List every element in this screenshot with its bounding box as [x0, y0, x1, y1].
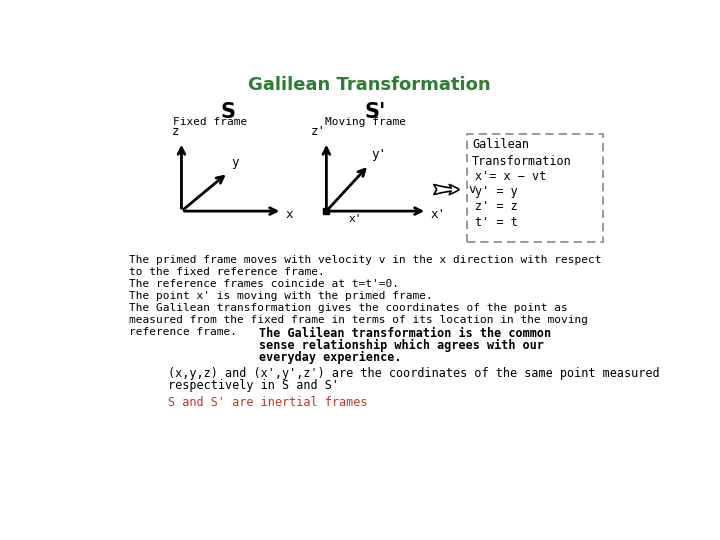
- Bar: [467, 134, 603, 242]
- Text: S: S: [220, 102, 235, 122]
- Text: y': y': [372, 148, 387, 161]
- Text: (x,y,z) and (x',y',z') are the coordinates of the same point measured: (x,y,z) and (x',y',z') are the coordinat…: [168, 367, 659, 380]
- Text: The point x' is moving with the primed frame.: The point x' is moving with the primed f…: [129, 291, 433, 301]
- Text: S': S': [364, 102, 386, 122]
- Text: reference frame.: reference frame.: [129, 327, 237, 336]
- Text: to the fixed reference frame.: to the fixed reference frame.: [129, 267, 325, 277]
- Text: Galilean Transformation: Galilean Transformation: [248, 76, 490, 94]
- Text: x: x: [285, 208, 293, 221]
- Text: respectively in S and S': respectively in S and S': [168, 379, 338, 392]
- Text: S and S' are inertial frames: S and S' are inertial frames: [168, 396, 367, 409]
- Text: Moving frame: Moving frame: [325, 117, 405, 127]
- Text: The Galilean transformation is the common: The Galilean transformation is the commo…: [259, 327, 551, 340]
- Text: sense relationship which agrees with our: sense relationship which agrees with our: [259, 339, 544, 352]
- Text: y' = y: y' = y: [475, 185, 518, 198]
- Text: The Galilean transformation gives the coordinates of the point as: The Galilean transformation gives the co…: [129, 303, 567, 313]
- Text: v: v: [468, 183, 476, 196]
- Text: y: y: [231, 156, 238, 168]
- Text: x': x': [431, 208, 445, 221]
- Text: x'= x − vt: x'= x − vt: [475, 170, 546, 183]
- Text: z': z': [311, 125, 326, 138]
- Text: x': x': [349, 214, 363, 224]
- Text: The reference frames coincide at t=t'=0.: The reference frames coincide at t=t'=0.: [129, 279, 399, 289]
- Text: The primed frame moves with velocity v in the x direction with respect: The primed frame moves with velocity v i…: [129, 255, 601, 265]
- Text: t' = t: t' = t: [475, 215, 518, 229]
- Text: everyday experience.: everyday experience.: [259, 350, 402, 363]
- Text: measured from the fixed frame in terms of its location in the moving: measured from the fixed frame in terms o…: [129, 315, 588, 325]
- Text: Fixed frame: Fixed frame: [173, 117, 247, 127]
- Text: z: z: [171, 125, 179, 138]
- Text: Galilean
Transformation: Galilean Transformation: [472, 138, 572, 168]
- Text: z' = z: z' = z: [475, 200, 518, 213]
